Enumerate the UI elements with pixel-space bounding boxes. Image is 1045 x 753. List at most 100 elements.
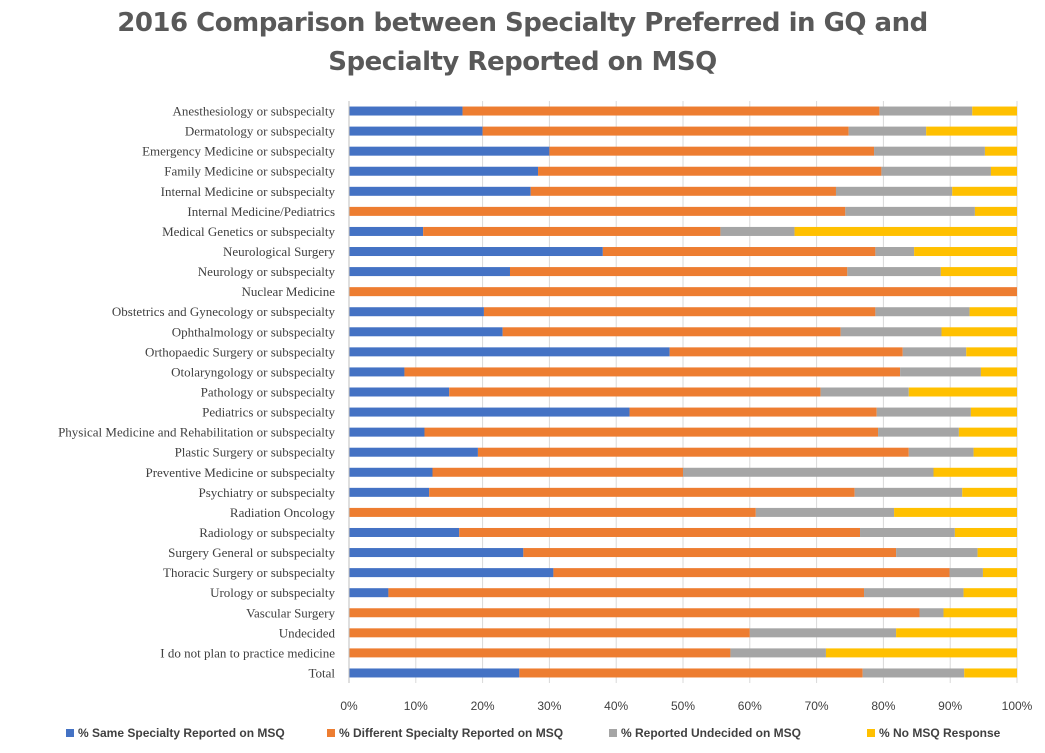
bar-segment bbox=[952, 186, 1017, 196]
bar-segment bbox=[941, 327, 1017, 337]
bar-segment bbox=[482, 126, 849, 136]
bar-segment bbox=[349, 146, 550, 156]
bar-segment bbox=[459, 527, 861, 537]
bar-segment bbox=[349, 247, 603, 257]
bar-segment bbox=[982, 568, 1017, 578]
bar-segment bbox=[840, 327, 942, 337]
bar-segment bbox=[875, 307, 970, 317]
bar-segment bbox=[349, 487, 430, 497]
bar-segment bbox=[349, 186, 531, 196]
bar-segment bbox=[919, 608, 944, 618]
chart-title-line-1: 2016 Comparison between Specialty Prefer… bbox=[117, 8, 928, 38]
bar-segment bbox=[349, 407, 630, 417]
bar-segment bbox=[523, 548, 897, 558]
bar-segment bbox=[980, 367, 1017, 377]
legend-label: % Same Specialty Reported on MSQ bbox=[78, 726, 285, 740]
bar-segment bbox=[404, 367, 901, 377]
bar-segment bbox=[349, 267, 510, 277]
bar-segment bbox=[755, 507, 895, 517]
x-tick-label: 30% bbox=[537, 699, 561, 713]
bar-segment bbox=[973, 447, 1017, 457]
x-tick-label: 0% bbox=[340, 699, 358, 713]
category-label: Physical Medicine and Rehabilitation or … bbox=[58, 425, 335, 440]
bar-segment bbox=[966, 347, 1017, 357]
bar-segment bbox=[602, 247, 876, 257]
bar-segment bbox=[878, 427, 959, 437]
bar-segment bbox=[349, 287, 1017, 297]
bar-segment bbox=[730, 648, 826, 658]
bar-segment bbox=[349, 206, 846, 216]
category-label: Total bbox=[308, 665, 335, 680]
bar-segment bbox=[432, 467, 683, 477]
bar-segment bbox=[902, 347, 967, 357]
category-label: Anesthesiology or subspecialty bbox=[173, 104, 336, 119]
bar-segment bbox=[538, 166, 882, 176]
bar-segment bbox=[874, 146, 985, 156]
bar-segment bbox=[908, 447, 974, 457]
bar-segment bbox=[894, 507, 1017, 517]
bar-segment bbox=[424, 427, 879, 437]
bar-segment bbox=[349, 668, 520, 678]
legend-label: % No MSQ Response bbox=[879, 726, 1001, 740]
x-tick-label: 40% bbox=[604, 699, 628, 713]
category-label: Medical Genetics or subspecialty bbox=[162, 224, 335, 239]
bar-segment bbox=[349, 467, 433, 477]
bar-segment bbox=[845, 206, 975, 216]
category-label: Orthopaedic Surgery or subspecialty bbox=[145, 344, 336, 359]
category-label: Pathology or subspecialty bbox=[201, 385, 336, 400]
category-label: Nuclear Medicine bbox=[242, 284, 336, 299]
bar-segment bbox=[388, 588, 865, 598]
category-label: Internal Medicine/Pediatrics bbox=[187, 204, 335, 219]
bar-segment bbox=[749, 628, 897, 638]
category-label: I do not plan to practice medicine bbox=[160, 645, 335, 660]
bar-segment bbox=[962, 487, 1017, 497]
category-label: Thoracic Surgery or subspecialty bbox=[163, 565, 335, 580]
bar-segment bbox=[519, 668, 863, 678]
category-label: Radiation Oncology bbox=[230, 505, 336, 520]
bar-segment bbox=[969, 307, 1017, 317]
bar-segment bbox=[349, 126, 483, 136]
bar-segment bbox=[820, 387, 909, 397]
bar-segment bbox=[720, 226, 795, 236]
bar-segment bbox=[794, 226, 1017, 236]
bar-segment bbox=[423, 226, 721, 236]
bar-segment bbox=[530, 186, 836, 196]
bar-segment bbox=[949, 568, 983, 578]
bar-segment bbox=[349, 608, 920, 618]
bar-segment bbox=[349, 367, 405, 377]
bar-segment bbox=[908, 387, 1017, 397]
category-label: Otolaryngology or subspecialty bbox=[171, 364, 335, 379]
bar-segment bbox=[862, 668, 965, 678]
bar-segment bbox=[349, 427, 425, 437]
bar-segment bbox=[977, 548, 1017, 558]
category-label: Urology or subspecialty bbox=[210, 585, 335, 600]
bar-segment bbox=[854, 487, 963, 497]
bar-segment bbox=[847, 267, 941, 277]
x-tick-label: 80% bbox=[871, 699, 895, 713]
bar-segment bbox=[349, 387, 450, 397]
legend-label: % Different Specialty Reported on MSQ bbox=[339, 726, 563, 740]
category-label: Dermatology or subspecialty bbox=[185, 124, 336, 139]
bar-segment bbox=[914, 247, 1017, 257]
bar-segment bbox=[860, 527, 955, 537]
bar-segment bbox=[549, 146, 875, 156]
category-label: Emergency Medicine or subspecialty bbox=[142, 144, 335, 159]
category-label: Vascular Surgery bbox=[246, 605, 335, 620]
bar-segment bbox=[669, 347, 903, 357]
bar-segment bbox=[349, 507, 756, 517]
bar-segment bbox=[954, 527, 1017, 537]
bar-segment bbox=[900, 367, 981, 377]
category-label: Neurology or subspecialty bbox=[198, 264, 336, 279]
category-label: Internal Medicine or subspecialty bbox=[161, 184, 336, 199]
bar-segment bbox=[875, 247, 915, 257]
bar-segment bbox=[896, 548, 978, 558]
bar-segment bbox=[349, 568, 554, 578]
bar-segment bbox=[483, 307, 876, 317]
x-tick-label: 60% bbox=[738, 699, 762, 713]
legend-swatch bbox=[66, 729, 74, 737]
bar-segment bbox=[896, 628, 1017, 638]
bar-segment bbox=[835, 186, 953, 196]
category-label: Preventive Medicine or subspecialty bbox=[145, 465, 335, 480]
